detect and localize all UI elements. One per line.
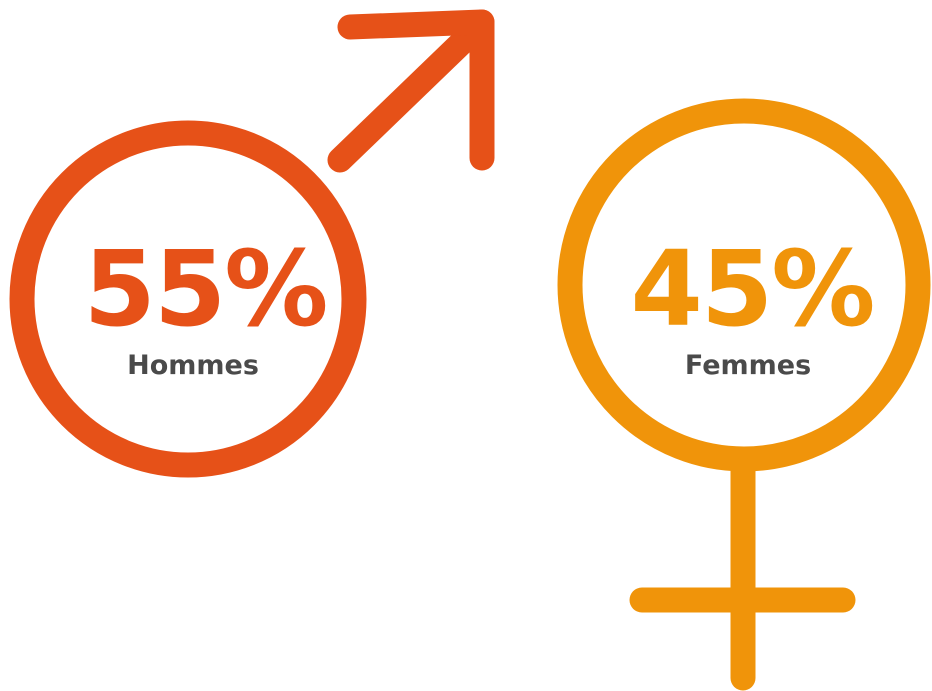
female-label: Femmes <box>685 350 811 381</box>
female-percentage: 45% <box>631 228 874 350</box>
male-symbol <box>9 9 495 478</box>
male-arrow-head <box>337 9 495 40</box>
male-arrow-shaft <box>327 12 493 173</box>
male-percentage: 55% <box>84 228 327 350</box>
female-symbol <box>557 98 931 691</box>
male-label: Hommes <box>127 350 259 381</box>
male-circle <box>9 120 367 478</box>
